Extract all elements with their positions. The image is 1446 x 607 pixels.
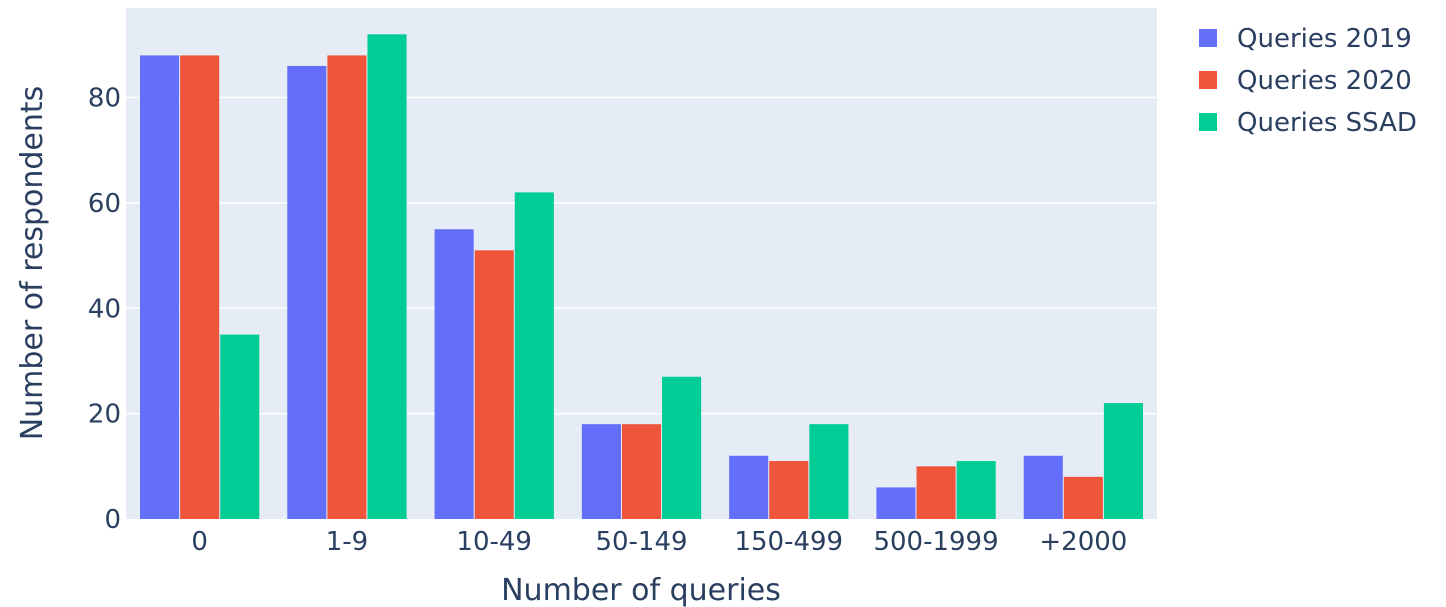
legend: Queries 2019 Queries 2020 Queries SSAD	[1199, 24, 1417, 138]
bar	[327, 55, 367, 519]
bar	[287, 65, 327, 519]
bar	[729, 455, 769, 519]
legend-item[interactable]: Queries 2019	[1199, 24, 1412, 54]
bar	[474, 250, 514, 519]
x-tick-label: 0	[191, 527, 208, 557]
legend-item[interactable]: Queries SSAD	[1199, 108, 1417, 138]
y-tick-label: 80	[88, 84, 121, 114]
bar	[180, 55, 220, 519]
bar	[220, 334, 260, 519]
x-tick-label: 10-49	[456, 527, 532, 557]
y-axis-title: Number of respondents	[15, 86, 50, 441]
bar	[876, 487, 916, 519]
y-tick-label: 0	[104, 505, 121, 535]
legend-label: Queries 2020	[1237, 66, 1412, 96]
legend-label: Queries SSAD	[1237, 108, 1417, 138]
bar	[514, 192, 554, 519]
bar	[1063, 476, 1103, 519]
y-tick-labels: 0 20 40 60 80	[88, 84, 121, 535]
bar	[956, 461, 996, 519]
bar	[621, 424, 662, 519]
legend-swatch	[1199, 113, 1217, 131]
legend-swatch	[1199, 71, 1217, 89]
bar	[769, 461, 809, 519]
x-tick-label: 150-499	[734, 527, 843, 557]
x-tick-labels: 0 1-9 10-49 50-149 150-499 500-1999 +2000	[191, 527, 1127, 557]
bar	[140, 55, 180, 519]
x-tick-label: 1-9	[326, 527, 368, 557]
bar	[1023, 455, 1063, 519]
legend-label: Queries 2019	[1237, 24, 1412, 54]
legend-swatch	[1199, 29, 1217, 47]
x-tick-label: +2000	[1039, 527, 1127, 557]
bars	[140, 34, 1143, 519]
x-tick-label: 50-149	[595, 527, 687, 557]
x-axis-title: Number of queries	[501, 573, 781, 607]
bar	[1103, 403, 1143, 519]
y-tick-label: 20	[88, 400, 121, 430]
bar	[367, 34, 407, 519]
x-tick-label: 500-1999	[873, 527, 998, 557]
legend-item[interactable]: Queries 2020	[1199, 66, 1412, 96]
bar	[581, 424, 621, 519]
y-tick-label: 60	[88, 189, 121, 219]
bar	[916, 466, 956, 519]
bar	[434, 229, 474, 519]
bar	[809, 424, 849, 519]
y-tick-label: 40	[88, 294, 121, 324]
bar	[662, 376, 702, 519]
